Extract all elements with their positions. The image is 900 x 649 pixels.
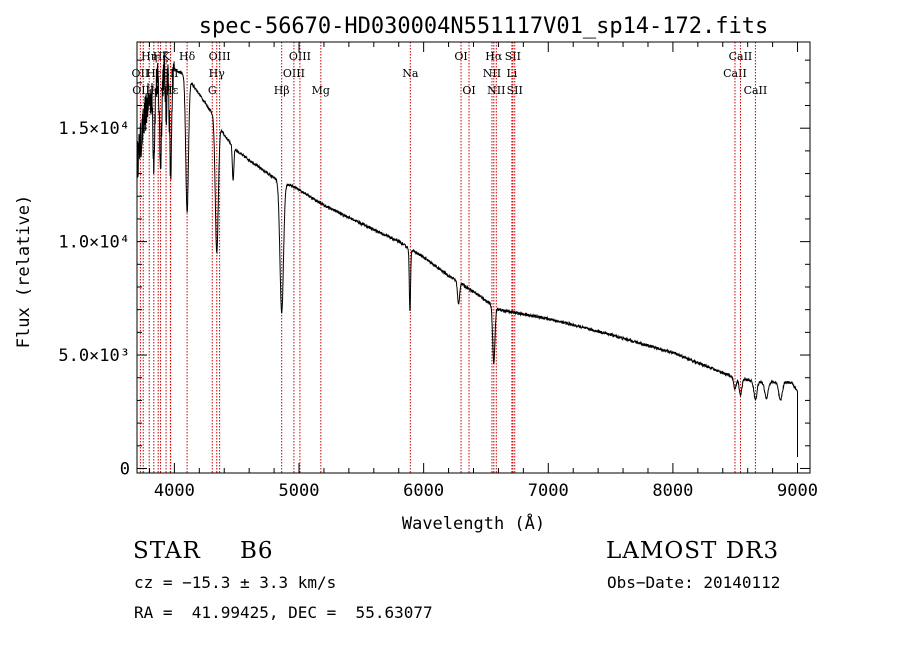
reference-line-label: SII [505,50,521,63]
x-tick-label: 5000 [279,481,320,501]
plot-frame [136,41,811,474]
reference-line-label: SII [507,84,523,97]
reference-line-label: NII [487,84,505,97]
subclass: B6 [240,538,274,564]
y-tick-label: 1.0×10⁴ [58,233,130,253]
x-tick-label: 8000 [652,481,693,501]
reference-line-label: OIII [283,67,305,80]
reference-line-label: Li [506,67,517,80]
reference-line-label: Hε [146,67,162,80]
reference-line-label: CaII [723,67,747,80]
x-tick-label: 4000 [154,481,195,501]
y-tick-label: 1.5×10⁴ [58,119,130,139]
spectrum-line [136,55,798,469]
reference-line-label: OII [132,67,150,80]
x-tick-label: 6000 [403,481,444,501]
chart-title: spec-56670-HD030004N551117V01_sp14-172.f… [199,14,769,39]
observation-date: Obs−Date: 20140112 [607,573,781,592]
reference-line-label: G [208,84,217,97]
reference-line-label: Hα [485,50,503,63]
y-tick-label: 0 [120,459,130,479]
reference-line-label: OIII [289,50,311,63]
reference-line-label: Hγ [209,67,226,80]
x-tick-label: 9000 [777,481,818,501]
reference-line-label: Mg [312,84,330,97]
reference-line-label: Na [402,67,419,80]
survey-name: LAMOST DR3 [606,538,780,564]
redshift-velocity: cz = −15.3 ± 3.3 km/s [134,573,337,592]
y-axis-label: Flux (relative) [14,195,34,349]
coordinates: RA = 41.99425, DEC = 55.63077 [134,603,433,622]
reference-line-label: OI [454,50,467,63]
reference-line-label: CaII [744,84,768,97]
reference-line-label: Hδ [179,50,196,63]
x-axis-label: Wavelength (Å) [402,512,545,534]
reference-line-label: Hη [141,50,157,63]
y-tick-label: 5.0×10³ [58,346,130,366]
object-type: STAR [133,538,201,564]
reference-line-label: CaII [729,50,753,63]
reference-line-label: OIII [209,50,231,63]
reference-line-label: NII [483,67,501,80]
reference-line-label: OI [462,84,475,97]
x-tick-label: 7000 [528,481,569,501]
reference-line-label: Hβ [274,84,290,97]
reference-line-label: K [162,50,171,63]
